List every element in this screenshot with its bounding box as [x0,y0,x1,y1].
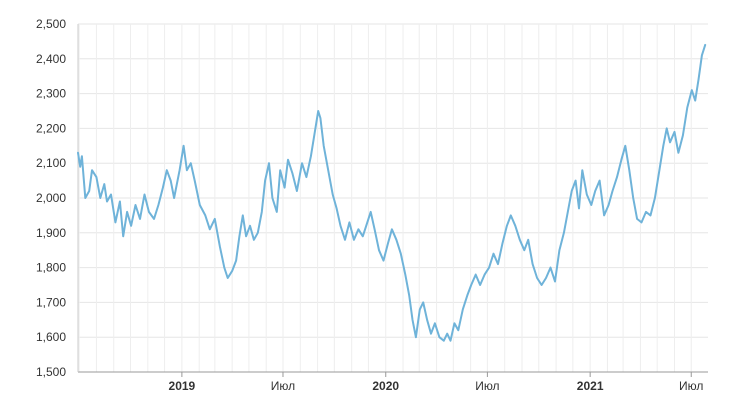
x-axis-ticks: 2019 Июл 2020 Июл 2021 Июл [169,379,704,393]
y-tick-label: 1,500 [36,365,66,379]
axes [77,24,708,377]
y-axis-ticks: 1,500 1,600 1,700 1,800 1,900 2,000 2,100 2,200… [36,17,66,379]
x-tick-label: 2019 [169,379,196,393]
price-line [77,43,707,342]
y-tick-label: 1,800 [36,261,66,275]
x-tick-label: Июл [679,379,703,393]
y-tick-label: 2,200 [36,121,66,135]
y-tick-label: 1,600 [36,330,66,344]
x-tick-label: 2020 [372,379,399,393]
y-tick-label: 2,400 [36,52,66,66]
y-tick-label: 1,700 [36,295,66,309]
x-tick-label: 2021 [577,379,604,393]
y-tick-label: 2,500 [36,17,66,31]
y-tick-label: 2,300 [36,87,66,101]
grid [78,23,708,373]
x-tick-label: Июл [271,379,295,393]
y-tick-label: 2,000 [36,191,66,205]
y-tick-label: 1,900 [36,226,66,240]
series [77,43,707,342]
x-tick-label: Июл [475,379,499,393]
y-tick-label: 2,100 [36,156,66,170]
